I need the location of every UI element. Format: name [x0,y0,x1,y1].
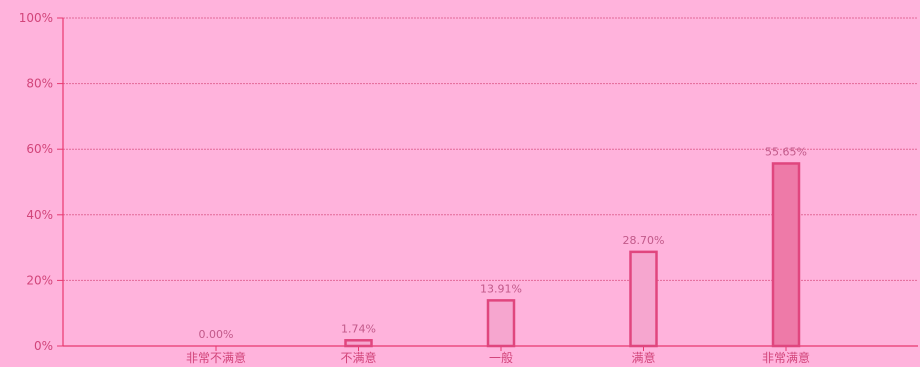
y-tick-label: 20% [26,273,53,287]
x-tick-label: 非常满意 [762,350,810,365]
bar [344,339,373,348]
bars [344,162,801,348]
data-label: 13.91% [480,282,522,295]
data-label: 1.74% [341,322,376,335]
x-tick-label: 非常不满意 [186,350,246,365]
y-tick-label: 60% [26,142,53,156]
x-tick-label: 一般 [489,350,513,365]
data-label: 55.65% [765,145,807,158]
x-tick-label: 满意 [631,350,655,365]
bar [771,162,801,348]
data-label: 0.00% [199,328,234,341]
y-tick-label: 40% [26,208,53,222]
y-tick-label: 0% [34,339,53,353]
x-tick-label: 不满意 [340,350,376,365]
bar [629,250,658,348]
y-tick-label: 100% [19,11,53,25]
bar [486,299,516,348]
y-tick-label: 80% [26,77,53,91]
data-label: 28.70% [623,234,665,247]
labels: 0% 20% 40% 60% 80% 100% 0.00% 非常不满意 1.74% 不满意 13.9… [19,11,810,365]
